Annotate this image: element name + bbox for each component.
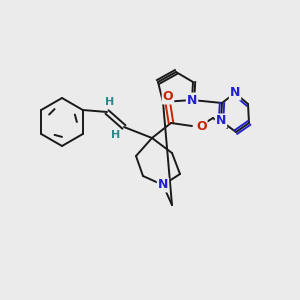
Text: N: N	[187, 94, 197, 106]
Text: N: N	[230, 86, 240, 100]
Text: N: N	[216, 115, 226, 128]
Text: O: O	[163, 91, 173, 103]
Text: O: O	[196, 119, 207, 133]
Text: N: N	[158, 178, 168, 191]
Text: H: H	[111, 130, 121, 140]
Text: H: H	[105, 97, 115, 107]
